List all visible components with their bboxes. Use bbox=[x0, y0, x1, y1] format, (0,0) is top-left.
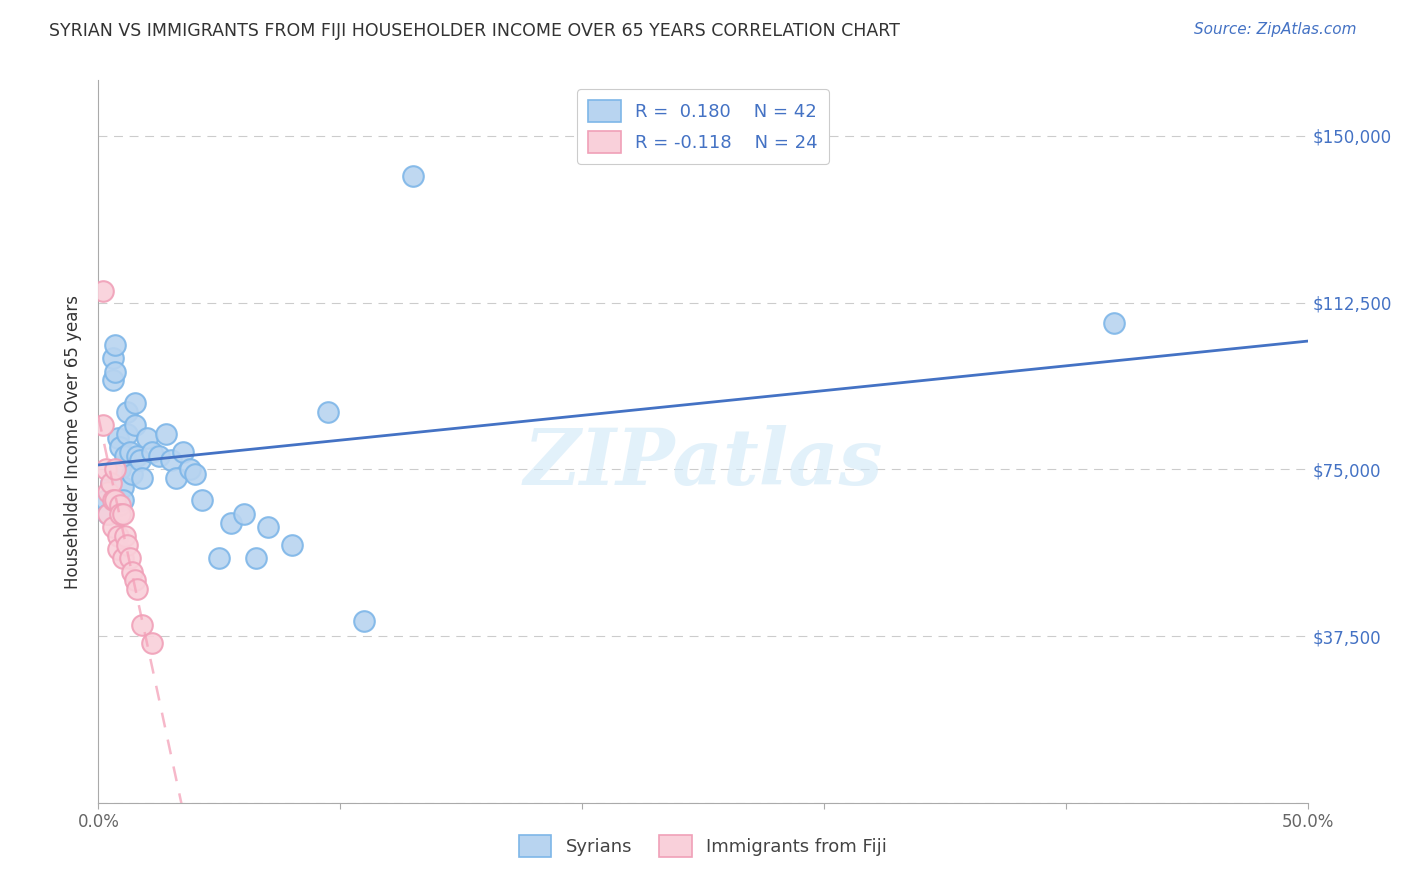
Point bbox=[172, 444, 194, 458]
Text: ZIPatlas: ZIPatlas bbox=[523, 425, 883, 501]
Point bbox=[111, 551, 134, 566]
Point bbox=[141, 444, 163, 458]
Point bbox=[353, 614, 375, 628]
Point bbox=[118, 551, 141, 566]
Point bbox=[131, 471, 153, 485]
Point bbox=[117, 426, 139, 441]
Point bbox=[118, 444, 141, 458]
Point bbox=[402, 169, 425, 183]
Text: Source: ZipAtlas.com: Source: ZipAtlas.com bbox=[1194, 22, 1357, 37]
Point bbox=[191, 493, 214, 508]
Point bbox=[107, 431, 129, 445]
Point bbox=[101, 351, 124, 366]
Point bbox=[117, 404, 139, 418]
Point bbox=[111, 507, 134, 521]
Point bbox=[155, 426, 177, 441]
Point bbox=[148, 449, 170, 463]
Point bbox=[108, 440, 131, 454]
Point bbox=[124, 417, 146, 432]
Point bbox=[124, 395, 146, 409]
Point bbox=[104, 364, 127, 378]
Legend: Syrians, Immigrants from Fiji: Syrians, Immigrants from Fiji bbox=[510, 826, 896, 866]
Point bbox=[97, 507, 120, 521]
Point bbox=[100, 475, 122, 490]
Point bbox=[104, 462, 127, 476]
Point bbox=[232, 507, 254, 521]
Text: SYRIAN VS IMMIGRANTS FROM FIJI HOUSEHOLDER INCOME OVER 65 YEARS CORRELATION CHAR: SYRIAN VS IMMIGRANTS FROM FIJI HOUSEHOLD… bbox=[49, 22, 900, 40]
Point bbox=[111, 493, 134, 508]
Point bbox=[316, 404, 339, 418]
Point bbox=[121, 467, 143, 481]
Point bbox=[114, 449, 136, 463]
Point bbox=[165, 471, 187, 485]
Point bbox=[141, 636, 163, 650]
Point bbox=[1102, 316, 1125, 330]
Point bbox=[104, 493, 127, 508]
Y-axis label: Householder Income Over 65 years: Householder Income Over 65 years bbox=[65, 294, 83, 589]
Point bbox=[124, 574, 146, 588]
Point bbox=[121, 565, 143, 579]
Point bbox=[107, 529, 129, 543]
Point bbox=[281, 538, 304, 552]
Point bbox=[135, 431, 157, 445]
Point bbox=[107, 542, 129, 557]
Point bbox=[100, 475, 122, 490]
Point bbox=[111, 480, 134, 494]
Point bbox=[94, 493, 117, 508]
Point bbox=[179, 462, 201, 476]
Point bbox=[97, 484, 120, 499]
Point bbox=[94, 462, 117, 476]
Point bbox=[108, 462, 131, 476]
Point bbox=[91, 285, 114, 299]
Point bbox=[221, 516, 243, 530]
Point bbox=[131, 618, 153, 632]
Point bbox=[108, 498, 131, 512]
Point bbox=[114, 529, 136, 543]
Point bbox=[108, 507, 131, 521]
Point bbox=[128, 453, 150, 467]
Point bbox=[91, 417, 114, 432]
Point bbox=[127, 582, 149, 597]
Point bbox=[127, 449, 149, 463]
Point bbox=[208, 551, 231, 566]
Point bbox=[184, 467, 207, 481]
Point bbox=[101, 520, 124, 534]
Point bbox=[101, 373, 124, 387]
Point bbox=[97, 507, 120, 521]
Point bbox=[245, 551, 267, 566]
Point bbox=[160, 453, 183, 467]
Point bbox=[104, 338, 127, 352]
Point bbox=[256, 520, 278, 534]
Point bbox=[101, 493, 124, 508]
Point bbox=[117, 538, 139, 552]
